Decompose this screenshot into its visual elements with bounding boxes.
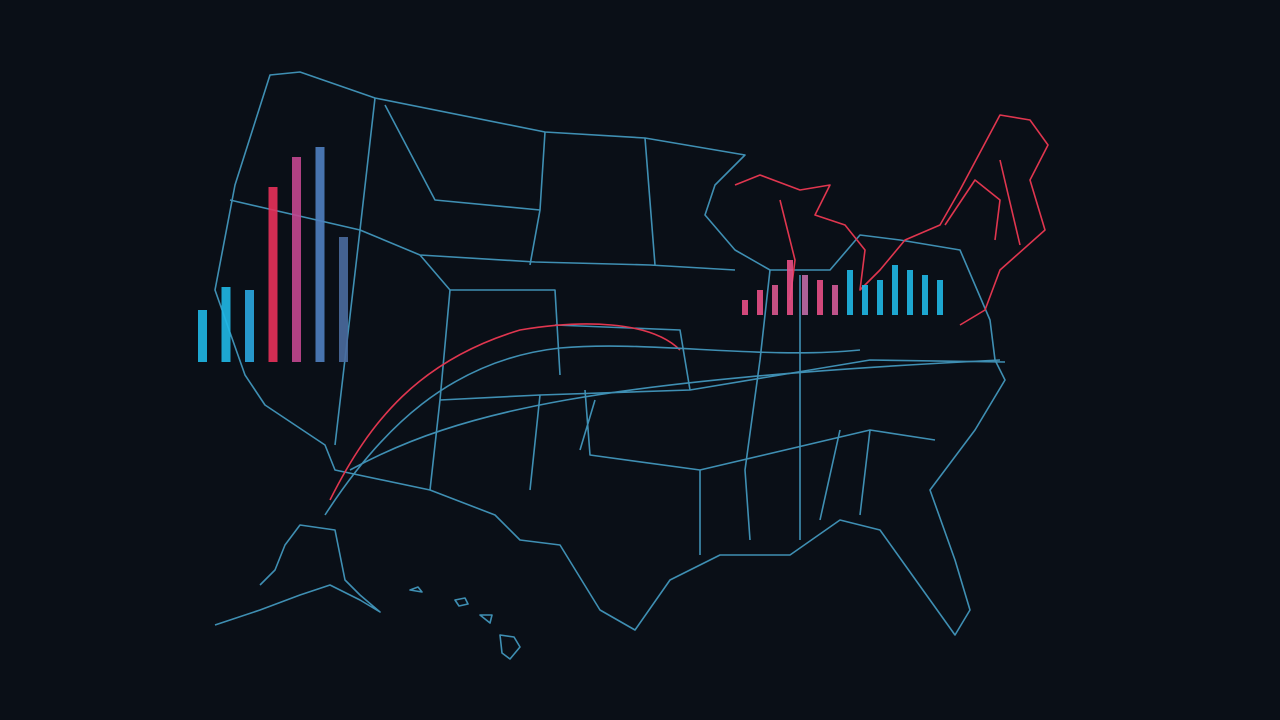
trend-curve (349, 359, 1001, 471)
bar (757, 290, 763, 315)
bar (221, 287, 231, 362)
bar (198, 310, 207, 362)
bar (245, 290, 254, 362)
bar (268, 187, 278, 362)
bar (907, 270, 913, 315)
bar (922, 275, 928, 315)
bar-overlay (198, 147, 943, 362)
us-map (214, 71, 1049, 660)
bar (339, 237, 348, 362)
alaska (214, 524, 381, 626)
bar (787, 260, 793, 315)
state-borders (229, 97, 1006, 555)
bar (315, 147, 325, 362)
bar (847, 270, 853, 315)
bar (772, 285, 778, 315)
bar (862, 285, 868, 315)
hawaii (409, 586, 521, 660)
bar (802, 275, 808, 315)
bar (937, 280, 943, 315)
northeast-outline (734, 114, 1049, 326)
bar (817, 280, 823, 315)
bar (832, 285, 838, 315)
bar (742, 300, 748, 315)
trend-curve (329, 323, 681, 501)
bar (292, 157, 301, 362)
bar (892, 265, 898, 315)
bar (877, 280, 883, 315)
us-outline (214, 71, 1006, 636)
trend-curve (324, 345, 861, 516)
